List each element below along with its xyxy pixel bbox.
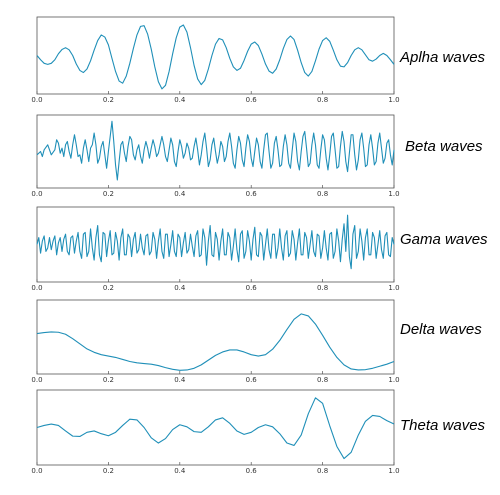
theta-waves-label: Theta waves: [400, 417, 486, 434]
gama-wave-line: [36, 214, 395, 270]
x-tick-label: 0.6: [246, 467, 258, 475]
x-tick-label: 0.0: [31, 467, 42, 475]
x-tick-label: 0.2: [103, 467, 114, 475]
x-tick-label: 0.2: [103, 96, 114, 104]
plot-frame: [36, 16, 395, 95]
alpha-wave-line: [36, 24, 395, 90]
x-tick-label: 0.8: [317, 467, 328, 475]
x-tick-label: 0.4: [174, 376, 186, 384]
x-tick-label: 0.2: [103, 190, 114, 198]
plot-frame: [36, 299, 395, 375]
gama-waves-label: Gama waves: [400, 231, 488, 248]
x-tick-label: 1.0: [388, 467, 399, 475]
x-tick-label: 1.0: [388, 190, 399, 198]
beta-waves-label: Beta waves: [405, 138, 483, 155]
plot-frame: [36, 206, 395, 283]
x-tick-label: 1.0: [388, 376, 399, 384]
x-tick-label: 0.0: [31, 190, 42, 198]
panel-theta: 0.0 0.2 0.4 0.6 0.8 1.0 Theta waves: [31, 389, 486, 475]
x-tick-label: 0.0: [31, 284, 42, 292]
x-tick-label: 0.4: [174, 96, 186, 104]
beta-wave-line: [36, 120, 395, 181]
theta-wave-line: [36, 397, 395, 460]
x-tick-label: 0.8: [317, 96, 328, 104]
x-tick-label: 1.0: [388, 284, 399, 292]
x-tick-label: 0.8: [317, 284, 328, 292]
delta-wave-line: [36, 313, 395, 371]
x-tick-label: 0.6: [246, 96, 258, 104]
x-tick-label: 0.8: [317, 190, 328, 198]
x-tick-label: 0.6: [246, 376, 258, 384]
alpha-waves-label: Aplha waves: [399, 49, 486, 66]
x-tick-label: 0.6: [246, 284, 258, 292]
panel-gama: 0.0 0.2 0.4 0.6 0.8 1.0 Gama waves: [31, 206, 488, 292]
delta-waves-label: Delta waves: [400, 321, 482, 338]
x-tick-label: 0.8: [317, 376, 328, 384]
x-tick-label: 0.6: [246, 190, 258, 198]
x-tick-label: 0.4: [174, 190, 186, 198]
x-tick-label: 0.4: [174, 284, 186, 292]
x-tick-label: 0.4: [174, 467, 186, 475]
x-tick-label: 0.0: [31, 96, 42, 104]
x-tick-label: 0.2: [103, 284, 114, 292]
panel-delta: 0.0 0.2 0.4 0.6 0.8 1.0 Delta waves: [31, 299, 482, 384]
x-tick-label: 1.0: [388, 96, 399, 104]
panel-alpha: 0.0 0.2 0.4 0.6 0.8 1.0 Aplha waves: [31, 16, 486, 104]
x-tick-label: 0.2: [103, 376, 114, 384]
x-tick-label: 0.0: [31, 376, 42, 384]
panel-beta: 0.0 0.2 0.4 0.6 0.8 1.0 Beta waves: [31, 114, 483, 198]
plot-frame: [36, 389, 395, 466]
